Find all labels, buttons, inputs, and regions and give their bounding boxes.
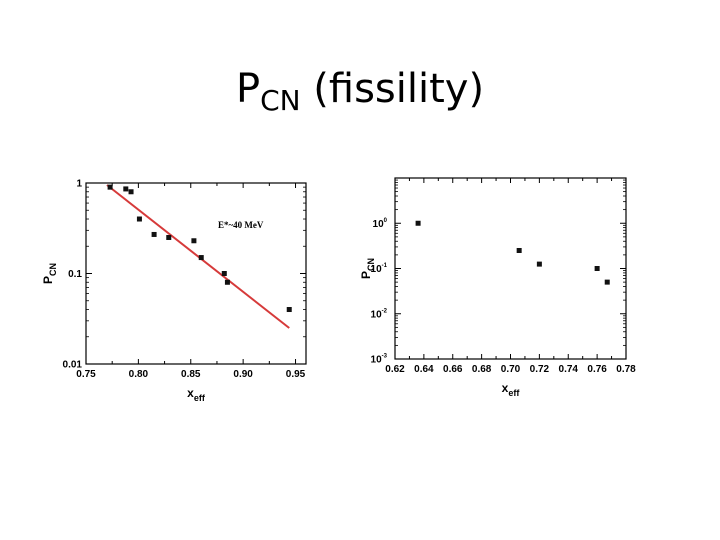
data-point (536, 261, 542, 267)
title-subscript: CN (260, 84, 301, 117)
y-tick-label: 1 (76, 179, 82, 190)
data-point (123, 186, 129, 192)
y-axis-label: PCN (41, 263, 58, 284)
x-tick-label: 0.75 (76, 369, 96, 380)
x-axis-label-subscript: eff (194, 393, 206, 403)
y-tick-exponent: -3 (382, 354, 388, 360)
title-main: P (235, 66, 261, 112)
data-point (151, 231, 157, 237)
x-tick-label: 0.95 (286, 369, 306, 380)
title-rest: (fissility) (300, 66, 485, 112)
data-point (286, 307, 292, 313)
x-tick-label: 0.74 (559, 364, 579, 375)
x-tick-label: 0.72 (530, 364, 550, 375)
data-point (415, 220, 421, 226)
plot-frame (394, 177, 627, 360)
y-tick-base: 10 (371, 309, 383, 320)
x-axis-label: xeff (502, 381, 521, 398)
fit-line (106, 184, 290, 329)
x-axis-label-subscript: eff (508, 388, 520, 398)
data-point (191, 238, 197, 244)
y-tick-base: 10 (371, 264, 383, 275)
x-axis-label-main: x (187, 386, 194, 400)
x-axis-label: xeff (187, 386, 206, 403)
y-tick-exponent: -2 (382, 308, 388, 314)
data-point (604, 279, 610, 285)
data-point (107, 184, 113, 190)
y-tick-base: 10 (373, 219, 385, 230)
data-point (594, 266, 600, 271)
energy-annotation: E*~40 MeV (218, 220, 264, 230)
y-tick-exponent: -1 (382, 263, 388, 269)
data-point (166, 234, 172, 240)
x-tick-label: 0.64 (414, 364, 434, 375)
y-axis-label-main: P (41, 276, 55, 284)
y-tick-label: 100 (373, 218, 388, 230)
y-axis-label-subscript: CN (48, 263, 58, 276)
y-axis-label-main: P (359, 271, 373, 279)
y-tick-label: 0.01 (63, 360, 83, 371)
y-axis-label-subscript: CN (366, 258, 376, 271)
data-point (136, 216, 142, 222)
y-tick-label: 10-2 (371, 308, 388, 320)
x-tick-label: 0.90 (233, 369, 253, 380)
data-point (198, 255, 204, 261)
y-axis-label: PCN (359, 258, 376, 279)
x-tick-label: 0.80 (129, 369, 149, 380)
y-tick-label: 10-1 (371, 263, 388, 275)
data-point (224, 279, 230, 285)
slide-title: PCN (fissility) (0, 66, 720, 117)
y-tick-label: 0.1 (68, 269, 82, 280)
x-tick-label: 0.66 (443, 364, 463, 375)
y-tick-label: 10-3 (371, 354, 388, 366)
data-point (221, 271, 227, 276)
x-tick-label: 0.68 (472, 364, 492, 375)
x-tick-label: 0.70 (501, 364, 521, 375)
data-point (516, 247, 522, 253)
y-tick-base: 10 (371, 355, 383, 366)
x-axis-label-main: x (502, 381, 509, 395)
x-tick-label: 0.62 (385, 364, 405, 375)
x-tick-label: 0.76 (587, 364, 607, 375)
x-tick-label: 0.78 (616, 364, 636, 375)
data-point (128, 189, 134, 195)
y-tick-exponent: 0 (384, 218, 388, 224)
x-tick-label: 0.85 (181, 369, 201, 380)
